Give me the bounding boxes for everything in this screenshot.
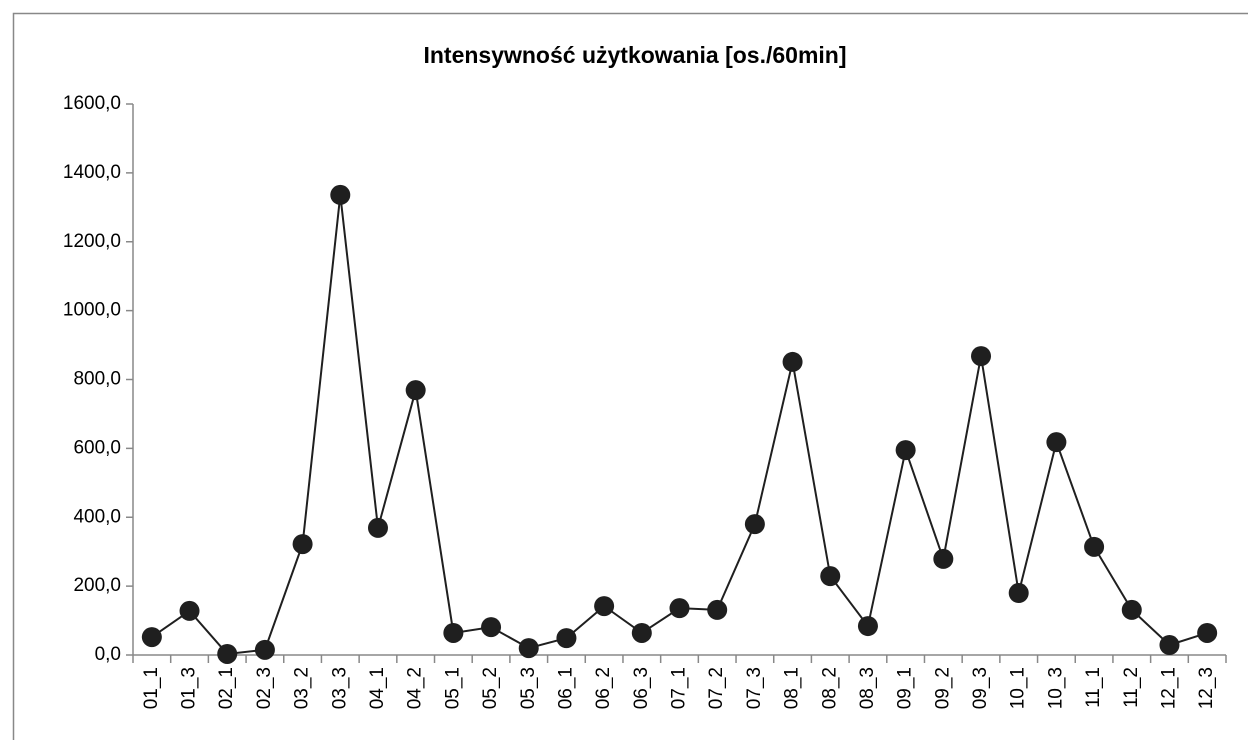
marker (820, 566, 841, 587)
x-tick-label: 07_2 (706, 667, 727, 709)
marker (1159, 635, 1180, 656)
x-tick-label: 04_2 (405, 667, 426, 709)
y-tick-label: 0,0 (95, 644, 121, 665)
marker (405, 380, 426, 401)
marker (481, 617, 502, 638)
marker (1121, 599, 1142, 620)
marker (857, 616, 878, 637)
x-tick-label: 03_3 (329, 667, 350, 709)
x-tick-label: 07_3 (744, 667, 765, 709)
x-tick-label: 09_1 (895, 667, 916, 709)
x-tick-label: 06_2 (593, 667, 614, 709)
marker (707, 599, 728, 620)
y-tick-label: 1200,0 (63, 231, 121, 252)
marker (1084, 536, 1105, 557)
x-tick-label: 12_1 (1158, 667, 1179, 709)
marker (594, 596, 615, 617)
x-tick-label: 05_2 (480, 667, 501, 709)
x-tick-label: 02_1 (216, 667, 237, 709)
marker (254, 639, 275, 660)
y-tick-label: 600,0 (73, 437, 121, 458)
marker (330, 184, 351, 205)
x-tick-label: 11_2 (1121, 667, 1142, 708)
x-tick-label: 01_1 (141, 667, 162, 709)
y-tick-label: 1400,0 (63, 162, 121, 183)
marker (1046, 432, 1067, 453)
x-tick-label: 09_3 (970, 667, 991, 709)
y-tick-label: 1000,0 (63, 300, 121, 321)
marker (1197, 622, 1218, 643)
marker (631, 622, 652, 643)
marker (556, 628, 577, 649)
x-tick-label: 04_1 (367, 667, 388, 709)
y-tick-label: 1600,0 (63, 93, 121, 114)
x-tick-label: 10_1 (1008, 667, 1029, 709)
marker (217, 643, 238, 664)
x-tick-label: 01_3 (179, 667, 200, 709)
marker (518, 638, 539, 659)
x-tick-label: 08_1 (782, 667, 803, 709)
y-tick-label: 400,0 (73, 506, 121, 527)
marker (292, 534, 313, 555)
marker (895, 440, 916, 461)
x-tick-label: 06_1 (555, 667, 576, 709)
x-tick-label: 09_2 (932, 667, 953, 709)
x-tick-label: 02_3 (254, 667, 275, 709)
x-tick-label: 07_1 (669, 667, 690, 709)
marker (933, 548, 954, 569)
x-tick-label: 06_3 (631, 667, 652, 709)
x-tick-label: 05_1 (442, 667, 463, 709)
y-tick-label: 200,0 (73, 575, 121, 596)
x-tick-label: 11_1 (1083, 667, 1104, 708)
marker (782, 351, 803, 372)
marker (367, 517, 388, 538)
chart-frame (12, 12, 1248, 740)
x-tick-label: 12_3 (1196, 667, 1217, 709)
chart-title: Intensywność użytkowania [os./60min] (423, 42, 846, 68)
marker (971, 346, 992, 367)
marker (443, 622, 464, 643)
marker (669, 598, 690, 619)
x-tick-label: 08_3 (857, 667, 878, 709)
x-tick-label: 05_3 (518, 667, 539, 709)
x-tick-label: 10_3 (1045, 667, 1066, 709)
marker (179, 600, 200, 621)
marker (141, 627, 162, 648)
marker (744, 514, 765, 535)
y-tick-label: 800,0 (73, 369, 121, 390)
marker (1008, 583, 1029, 604)
x-tick-label: 03_2 (292, 667, 313, 709)
x-tick-label: 08_2 (819, 667, 840, 709)
